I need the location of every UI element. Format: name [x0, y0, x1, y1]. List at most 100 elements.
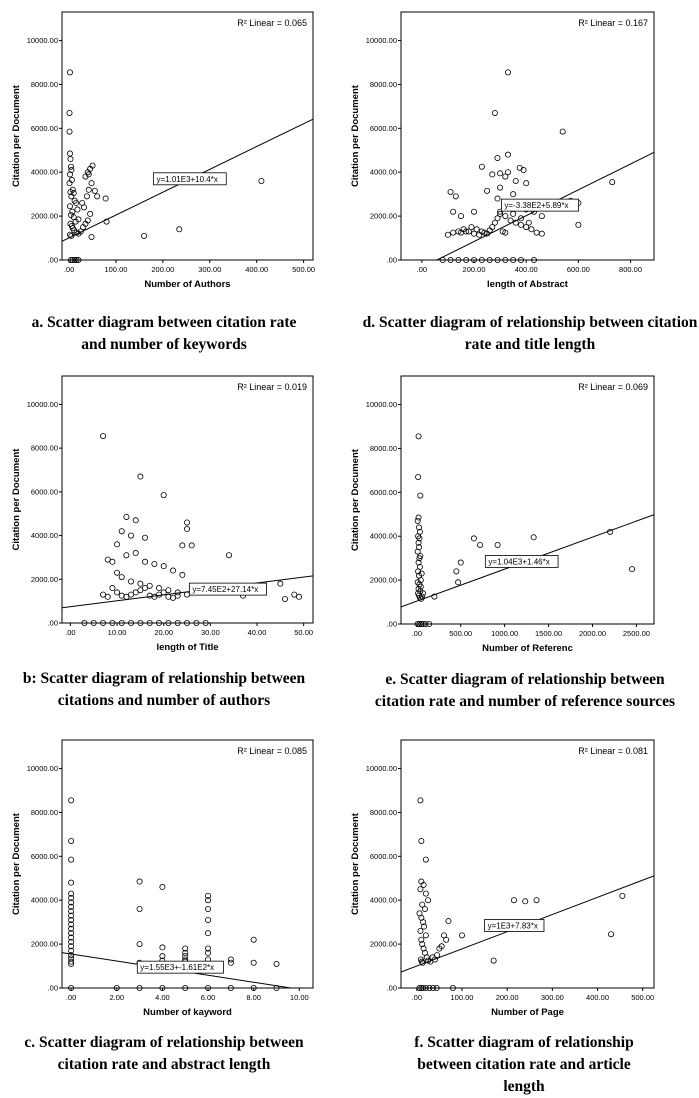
data-point — [494, 541, 501, 548]
data-point — [160, 563, 167, 570]
data-point — [494, 195, 501, 202]
data-point — [484, 187, 491, 194]
data-point — [457, 213, 464, 220]
data-point — [227, 985, 234, 992]
data-point — [502, 213, 509, 220]
data-point — [420, 919, 427, 926]
data-point — [156, 591, 163, 598]
data-point — [123, 513, 130, 520]
y-tick-label: 8000.00 — [370, 808, 397, 817]
r2-label: R² Linear = 0.069 — [578, 382, 648, 392]
data-point — [118, 528, 125, 535]
data-point — [607, 528, 614, 535]
data-point — [491, 109, 498, 116]
data-point — [538, 213, 545, 220]
y-tick-label: 10000.00 — [27, 400, 58, 409]
plot-frame — [61, 11, 314, 261]
data-point — [421, 923, 428, 930]
data-point — [517, 256, 524, 263]
y-tick-label: 4000.00 — [31, 896, 58, 905]
fit-equation: y=1E3+7.83*x — [484, 919, 545, 932]
data-point — [156, 620, 163, 627]
x-tick-label: .00 — [64, 265, 74, 274]
x-axis-label: length of Abstract — [487, 279, 569, 290]
data-point — [160, 492, 167, 499]
data-point — [174, 589, 181, 596]
data-point — [205, 905, 212, 912]
data-point — [142, 534, 149, 541]
data-point — [416, 524, 423, 531]
data-point — [159, 884, 166, 891]
caption-a: a. Scatter diagram between citation rate… — [0, 312, 334, 356]
data-point — [417, 886, 424, 893]
data-point — [123, 593, 130, 600]
y-tick-label: 4000.00 — [31, 168, 58, 177]
chart-e: .00 2000.00 4000.00 6000.00 8000.00 10000.00.… — [350, 375, 655, 654]
data-point — [520, 167, 527, 174]
data-point — [114, 589, 121, 596]
plot-frame — [61, 739, 314, 989]
data-point — [104, 556, 111, 563]
data-point — [502, 229, 509, 236]
y-tick-label: 6000.00 — [31, 124, 58, 133]
data-point — [420, 945, 427, 952]
data-point — [418, 621, 425, 628]
caption-f-line2: between citation rate and article — [417, 1056, 631, 1073]
caption-b-line2: citations and number of authors — [57, 692, 271, 709]
data-point — [137, 587, 144, 594]
data-point — [250, 959, 257, 966]
y-axis-label: Citation per Document — [350, 448, 361, 551]
data-point — [85, 171, 92, 178]
data-point — [497, 208, 504, 215]
y-tick-label: .00 — [48, 256, 58, 265]
data-point — [136, 878, 143, 885]
data-point — [434, 952, 441, 959]
data-point — [66, 180, 73, 187]
data-point — [68, 938, 75, 945]
y-tick-label: 6000.00 — [370, 124, 397, 133]
fit-equation-text: y=1.01E3+10.4*x — [156, 175, 217, 184]
y-tick-label: 2000.00 — [31, 212, 58, 221]
data-point — [277, 580, 284, 587]
x-tick-label: 10.00 — [290, 993, 309, 1002]
data-point — [419, 901, 426, 908]
y-tick-label: 10000.00 — [366, 764, 397, 773]
data-point — [422, 932, 429, 939]
data-point — [431, 593, 438, 600]
data-point — [128, 620, 135, 627]
data-point — [422, 890, 429, 897]
data-point — [471, 256, 478, 263]
x-tick-label: 300.00 — [541, 993, 564, 1002]
data-point — [109, 558, 116, 565]
data-point — [419, 593, 426, 600]
fit-equation-text: y=7.45E2+27.14*x — [192, 585, 258, 594]
y-tick-label: 8000.00 — [370, 444, 397, 453]
data-point — [66, 109, 73, 116]
data-point — [179, 571, 186, 578]
y-tick-label: 6000.00 — [31, 852, 58, 861]
data-point — [84, 217, 91, 224]
fit-line — [435, 151, 654, 260]
data-point — [416, 544, 423, 551]
data-point — [504, 151, 511, 158]
x-tick-label: 10.00 — [108, 628, 127, 637]
data-point — [68, 943, 75, 950]
caption-f-line3: length — [503, 1078, 545, 1095]
data-point — [202, 620, 209, 627]
data-point — [109, 620, 116, 627]
data-point — [510, 897, 517, 904]
data-point — [423, 954, 430, 961]
data-point — [205, 892, 212, 899]
data-point — [494, 215, 501, 222]
data-point — [68, 895, 75, 902]
data-point — [447, 188, 454, 195]
fit-equation-text: y=1E3+7.83*x — [488, 921, 538, 930]
data-point — [68, 232, 75, 239]
data-point — [414, 517, 421, 524]
data-point — [426, 621, 433, 628]
fit-equation: y=1.04E3+1.46*x — [484, 555, 559, 568]
y-tick-label: 4000.00 — [31, 531, 58, 540]
caption-b-line1: b: Scatter diagram of relationship betwe… — [22, 670, 306, 687]
x-tick-label: .00 — [66, 993, 76, 1002]
data-point — [415, 473, 422, 480]
